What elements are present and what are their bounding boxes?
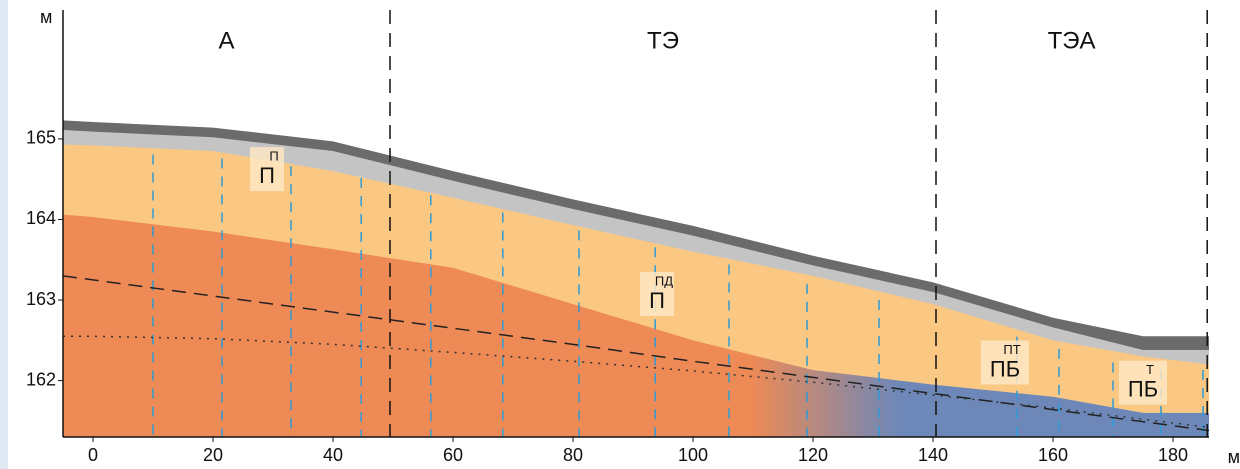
x-tick-label: 180 xyxy=(1158,445,1188,465)
annotation: ПБТ xyxy=(1119,360,1167,405)
annotation-text: П xyxy=(649,288,665,313)
x-tick-label: 0 xyxy=(88,445,98,465)
annotation-bg xyxy=(1119,360,1167,405)
y-tick-label: 162 xyxy=(26,369,56,389)
x-tick-label: 20 xyxy=(203,445,223,465)
annotation: ПП xyxy=(250,147,284,192)
y-tick-label: 163 xyxy=(26,289,56,309)
x-tick-label: 160 xyxy=(1038,445,1068,465)
annotation-text: ПБ xyxy=(1128,376,1158,401)
annotation-bg xyxy=(250,147,284,192)
y-tick-label: 164 xyxy=(26,208,56,228)
annotation-sup: Т xyxy=(1146,362,1154,377)
annotation: ППД xyxy=(640,272,674,317)
y-axis-unit: м xyxy=(40,7,52,27)
x-axis-unit: м xyxy=(1228,447,1240,467)
boundary-line xyxy=(63,335,1210,429)
annotation-sup: ПД xyxy=(655,273,673,288)
zone-label: А xyxy=(218,27,234,54)
x-tick-label: 140 xyxy=(918,445,948,465)
zone-label: ТЭ xyxy=(647,27,679,54)
x-tick-label: 120 xyxy=(798,445,828,465)
boundary-line xyxy=(62,275,1210,432)
x-tick-label: 100 xyxy=(678,445,708,465)
x-tick-label: 40 xyxy=(323,445,343,465)
annotation-sup: ПТ xyxy=(1003,342,1020,357)
annotation-sup: П xyxy=(269,149,278,164)
annotation-text: ПБ xyxy=(990,356,1020,381)
annotation-bg xyxy=(981,340,1029,385)
edge-strip xyxy=(0,0,8,469)
annotation-bg xyxy=(640,272,674,317)
x-tick-label: 80 xyxy=(563,445,583,465)
y-tick-label: 165 xyxy=(26,128,56,148)
layer xyxy=(63,214,1209,437)
zone-label: ТЭА xyxy=(1048,27,1096,54)
annotation-text: П xyxy=(259,163,275,188)
x-tick-label: 60 xyxy=(443,445,463,465)
